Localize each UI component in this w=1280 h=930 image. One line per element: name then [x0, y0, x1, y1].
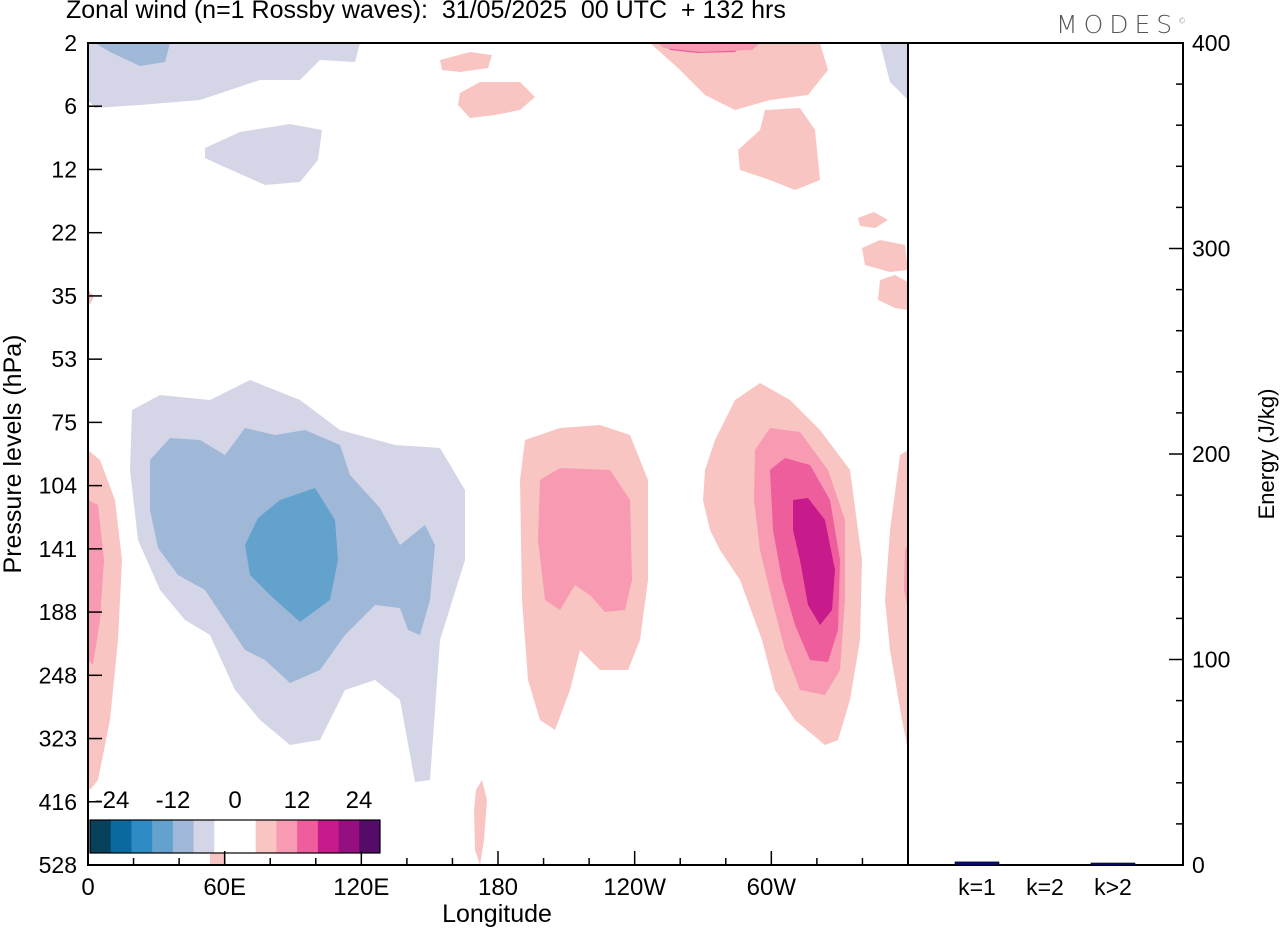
y-tick-label: 323	[39, 726, 77, 752]
energy-bar	[1022, 864, 1068, 866]
x-tick-label: 60W	[747, 874, 797, 901]
contour-pos-thin-bottom	[474, 780, 487, 865]
x-tick-label: 180	[478, 874, 518, 901]
x-tick-label: 120W	[603, 874, 666, 901]
colorbar-label: 0	[228, 787, 241, 814]
energy-axis-label: Energy (J/kg)	[1254, 389, 1279, 520]
energy-tick-label: 400	[1192, 30, 1230, 56]
energy-category-label: k=1	[958, 874, 996, 900]
contour-pos-blob-2	[440, 52, 492, 72]
chart-title: Zonal wind (n=1 Rossby waves): 31/05/202…	[66, 0, 786, 24]
y-tick-label: 35	[51, 283, 77, 309]
colorbar-cell	[131, 820, 153, 853]
colorbar-cell	[255, 820, 277, 853]
x-tick-label: 60E	[203, 874, 246, 901]
contour-pos-blob-22a	[858, 212, 888, 228]
x-tick-label: 120E	[333, 874, 389, 901]
colorbar-label: 24	[346, 787, 373, 814]
y-tick-label: 2	[64, 30, 77, 56]
y-tick-label: 528	[39, 852, 77, 878]
y-axis: 2 6 12 22 35 53 75 104 141 188 248 323 416 528	[39, 30, 102, 878]
colorbar-cell	[235, 820, 257, 853]
colorbar: -24 -12 0 12 24	[89, 787, 381, 854]
colorbar-cell	[338, 820, 360, 853]
contour-pos-top-2	[738, 108, 820, 190]
contour-field	[88, 43, 908, 865]
contour-neg-blob-12	[205, 124, 322, 185]
colorbar-label: -12	[156, 787, 191, 814]
colorbar-cell	[214, 820, 236, 853]
contour-pos-blob-6	[458, 82, 535, 118]
y-axis-label: Pressure levels (hPa)	[0, 335, 27, 574]
contour-pos-edge-35	[88, 290, 94, 305]
colorbar-cell	[297, 820, 319, 853]
x-tick-label: 0	[81, 874, 94, 901]
colorbar-cell	[90, 820, 112, 853]
energy-tick-label: 200	[1192, 441, 1230, 467]
energy-category-label: k>2	[1094, 874, 1132, 900]
energy-tick-label: 100	[1192, 647, 1230, 673]
colorbar-label: 12	[284, 787, 311, 814]
contour-neg-top-inner	[95, 43, 170, 66]
colorbar-cell	[359, 820, 381, 853]
contour-neg-main-l3	[245, 488, 338, 622]
energy-frame	[907, 42, 1184, 866]
colorbar-cell	[152, 820, 174, 853]
colorbar-cell	[193, 820, 215, 853]
colorbar-cell	[276, 820, 298, 853]
modes-logo: MODES©	[1056, 10, 1187, 39]
contour-neg-topright	[880, 43, 908, 100]
y-tick-label: 416	[39, 789, 77, 815]
y-tick-label: 6	[64, 93, 77, 119]
y-tick-label: 75	[51, 409, 77, 435]
y-tick-label: 53	[51, 346, 77, 372]
energy-tick-label: 300	[1192, 236, 1230, 262]
y-tick-label: 12	[51, 156, 77, 182]
y-tick-label: 104	[39, 473, 78, 499]
y-tick-label: 22	[51, 220, 77, 246]
energy-category-label: k=2	[1026, 874, 1064, 900]
y-tick-label: 248	[39, 662, 77, 688]
contour-pos-rightedge	[885, 450, 908, 750]
energy-axis: 0 100 200 300 400	[1169, 30, 1230, 878]
y-tick-label: 188	[39, 599, 77, 625]
energy-bar	[1090, 862, 1136, 866]
contour-pos-bottom-60e	[210, 852, 226, 865]
contour-pos-blob-22b	[862, 240, 908, 272]
colorbar-label: -24	[95, 787, 130, 814]
x-axis-label: Longitude	[442, 900, 552, 928]
colorbar-cell	[110, 820, 132, 853]
contour-pos-left-l2	[88, 500, 104, 665]
contour-pos-center-l2	[538, 468, 632, 612]
energy-bars: k=1 k=2 k>2	[954, 861, 1136, 900]
energy-tick-label: 0	[1192, 852, 1205, 878]
contour-pos-right-l4	[793, 498, 835, 625]
contour-pos-blob-35	[878, 275, 908, 310]
y-tick-label: 141	[39, 536, 77, 562]
colorbar-cell	[172, 820, 195, 853]
x-axis: 0 60E 120E 180 120W 60W	[81, 851, 909, 901]
colorbar-cell	[317, 820, 340, 853]
contour-pos-top-mid	[658, 43, 760, 52]
energy-bar	[954, 861, 1000, 866]
contour-pos-top-1	[650, 43, 828, 110]
